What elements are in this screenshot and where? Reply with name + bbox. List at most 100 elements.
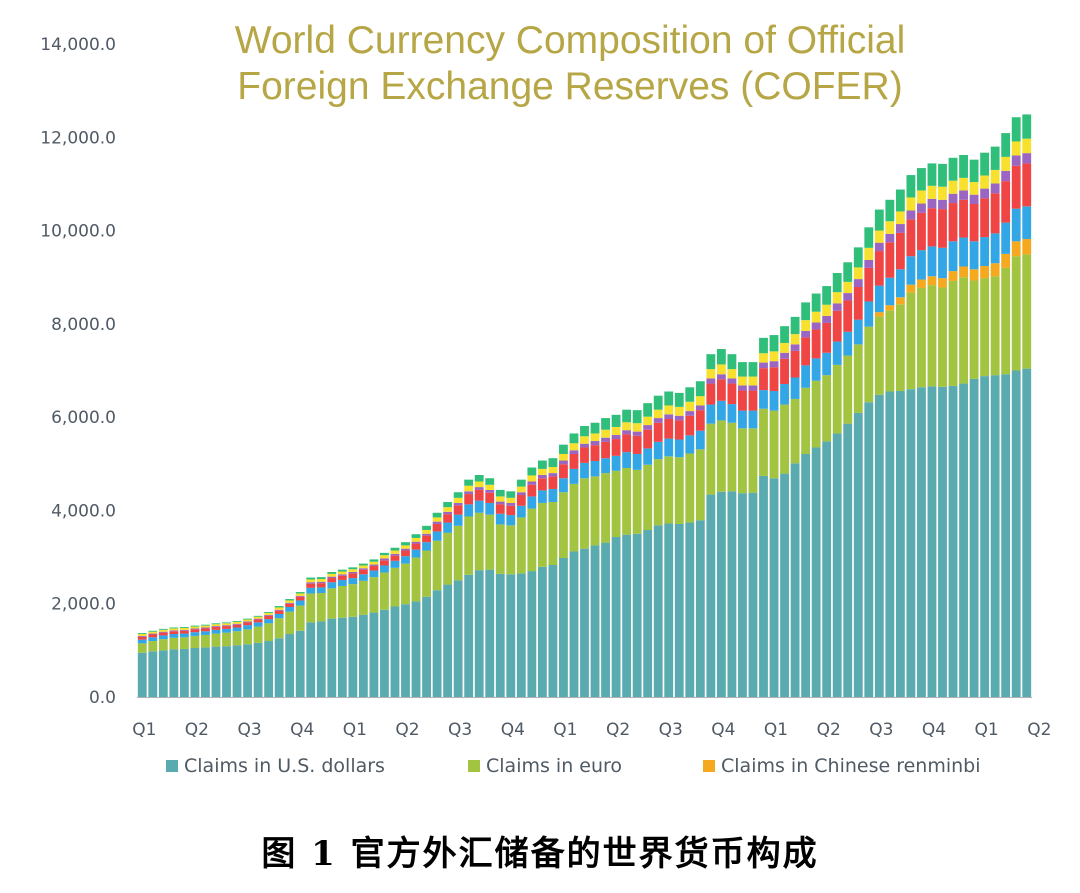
bar-segment-s1-60	[769, 410, 779, 479]
bar-segment-s1-59	[759, 408, 768, 476]
bar-segment-s1-84	[1022, 254, 1032, 369]
bar-segment-s3-64	[811, 358, 821, 381]
bar-segment-s3-50	[664, 438, 674, 457]
bar-segment-s3-80	[980, 237, 990, 267]
bar-segment-s5-40	[559, 460, 568, 465]
bar-segment-s0-19	[337, 617, 347, 697]
bar-segment-s4-45	[611, 439, 621, 456]
bar-segment-s1-73	[906, 292, 916, 390]
bar-segment-s0-62	[790, 463, 800, 697]
bar-segment-s1-42	[580, 478, 589, 549]
bar-segment-s3-26	[411, 549, 421, 558]
bar-segment-s0-35	[506, 574, 516, 697]
bar-segment-s1-54	[706, 423, 716, 495]
bar-segment-s5-64	[811, 322, 821, 330]
bars-group	[137, 114, 1032, 697]
bar-segment-s5-76	[938, 199, 947, 210]
bar-segment-s5-54	[706, 378, 716, 384]
bar-segment-s3-13	[274, 613, 284, 619]
bar-segment-s4-71	[885, 242, 895, 278]
bar-segment-s0-17	[316, 621, 326, 697]
legend-item-eur: Claims in euro	[468, 755, 622, 777]
bar-segment-s5-70	[874, 242, 884, 252]
bar-segment-s7-60	[769, 335, 779, 352]
bar-segment-s1-26	[411, 557, 421, 602]
bar-segment-s6-18	[327, 573, 337, 577]
bar-segment-s0-39	[548, 565, 558, 697]
bar-segment-s4-56	[727, 383, 737, 405]
bar-segment-s3-43	[590, 460, 600, 477]
bar-segment-s3-12	[264, 619, 274, 624]
bar-segment-s4-52	[685, 415, 695, 436]
bar-segment-s1-65	[822, 375, 832, 442]
bar-segment-s0-41	[569, 551, 579, 697]
bar-segment-s4-72	[895, 232, 905, 270]
bar-segment-s1-0	[137, 643, 147, 653]
bar-segment-s5-59	[759, 362, 768, 369]
bar-segment-s7-25	[401, 542, 410, 546]
bar-segment-s7-81	[990, 146, 1000, 170]
bar-segment-s5-46	[622, 430, 632, 435]
bar-segment-s3-78	[959, 237, 968, 267]
bar-segment-s3-56	[727, 404, 737, 423]
bar-segment-s3-69	[864, 301, 874, 327]
bar-segment-s0-49	[653, 525, 663, 697]
bar-segment-s4-57	[738, 390, 747, 411]
bar-segment-s0-25	[401, 604, 410, 697]
bar-segment-s2-79	[969, 269, 979, 281]
bar-segment-s0-57	[738, 493, 747, 697]
bar-segment-s5-28	[432, 521, 442, 524]
bar-segment-s5-73	[906, 210, 916, 220]
bar-segment-s3-61	[780, 384, 789, 405]
bar-segment-s6-42	[580, 436, 589, 444]
bar-segment-s7-80	[980, 152, 990, 176]
bar-segment-s5-20	[348, 572, 358, 574]
bar-segment-s4-2	[158, 632, 168, 636]
bar-segment-s6-20	[348, 569, 358, 572]
bar-segment-s4-16	[306, 583, 316, 588]
bar-segment-s4-41	[569, 453, 579, 469]
bar-segment-s6-55	[716, 364, 726, 375]
bar-segment-s6-22	[369, 561, 379, 565]
bar-segment-s7-2	[158, 628, 168, 630]
bar-segment-s5-79	[969, 194, 979, 204]
bar-segment-s5-52	[685, 411, 695, 416]
bar-segment-s6-24	[390, 550, 400, 554]
bar-segment-s0-46	[622, 534, 632, 697]
x-tick-label: Q1	[132, 720, 156, 740]
bar-segment-s7-19	[337, 569, 347, 572]
bar-segment-s3-0	[137, 639, 147, 644]
bar-segment-s0-78	[959, 383, 968, 697]
bar-segment-s4-15	[295, 596, 305, 601]
bar-segment-s0-13	[274, 638, 284, 697]
bar-segment-s5-38	[537, 474, 547, 479]
bar-segment-s0-59	[759, 475, 768, 697]
bar-segment-s2-72	[895, 297, 905, 305]
bar-segment-s7-69	[864, 227, 874, 248]
bar-segment-s2-71	[885, 305, 895, 311]
bar-segment-s0-32	[474, 570, 484, 697]
bar-segment-s6-76	[938, 186, 947, 200]
bar-segment-s5-80	[980, 188, 990, 199]
bar-segment-s3-81	[990, 233, 1000, 264]
bar-segment-s6-2	[158, 629, 168, 632]
bar-segment-s7-56	[727, 354, 737, 370]
bar-segment-s1-47	[632, 469, 642, 534]
bar-segment-s5-55	[716, 374, 726, 380]
bar-segment-s6-35	[506, 497, 516, 503]
x-tick-label: Q4	[290, 720, 314, 740]
bar-segment-s3-59	[759, 390, 768, 409]
bar-segment-s1-16	[306, 593, 316, 623]
legend-label-cny: Claims in Chinese renminbi	[721, 755, 981, 777]
x-tick-label: Q3	[448, 720, 472, 740]
bar-segment-s4-83	[1011, 165, 1021, 209]
bar-segment-s5-72	[895, 224, 905, 233]
x-tick-label: Q1	[343, 720, 367, 740]
bar-segment-s4-44	[601, 441, 610, 459]
bar-segment-s4-82	[1001, 181, 1011, 223]
bar-segment-s7-15	[295, 592, 305, 594]
bar-segment-s6-80	[980, 175, 990, 189]
bar-segment-s0-53	[695, 520, 705, 697]
bar-segment-s5-21	[358, 568, 368, 570]
bar-segment-s1-39	[548, 502, 558, 565]
